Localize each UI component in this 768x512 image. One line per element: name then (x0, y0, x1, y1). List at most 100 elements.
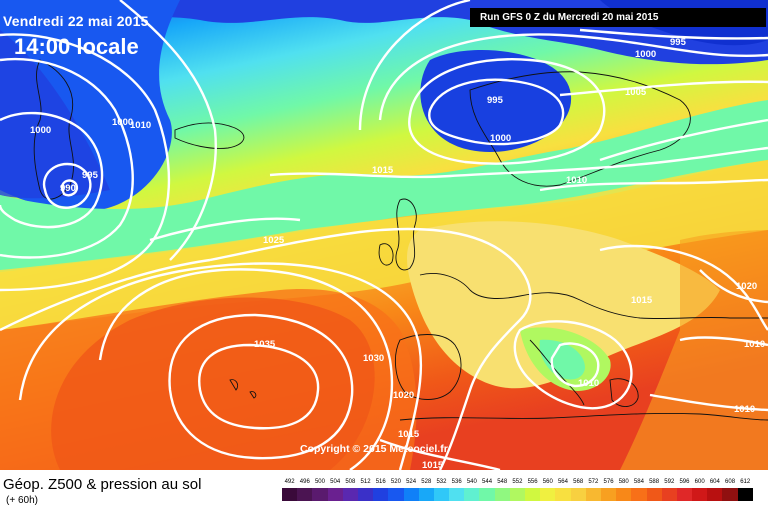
coast-europe-north (419, 273, 768, 320)
legend-swatch (388, 488, 404, 501)
legend-swatch (707, 488, 723, 501)
map-canvas: 1000 1000 1010 995 990 995 1000 1000 995… (0, 0, 768, 470)
legend-value: 580 (618, 479, 629, 485)
label-995-west: 995 (82, 170, 99, 181)
legend-value: 520 (390, 479, 401, 485)
legend-value: 528 (421, 479, 432, 485)
legend-swatch (297, 488, 313, 501)
label-1015-central: 1015 (631, 295, 653, 306)
label-1020-sw: 1020 (393, 390, 414, 401)
isobar-1015-bottom (379, 438, 501, 470)
isobar-1005-ne (599, 118, 768, 162)
legend-value: 532 (436, 479, 447, 485)
coast-ireland (378, 243, 394, 266)
label-1010-west: 1010 (130, 120, 151, 131)
legend-swatch (661, 488, 677, 501)
coast-greece (609, 378, 639, 407)
isobar-1000-north (408, 58, 606, 165)
legend-swatch (646, 488, 662, 501)
legend-swatch (540, 488, 556, 501)
legend-value: 584 (633, 479, 644, 485)
legend-swatches (282, 488, 753, 501)
isobar-labels: 1000 1000 1010 995 990 995 1000 1000 995… (30, 37, 765, 470)
coast-iceland (174, 122, 245, 149)
legend-swatch (585, 488, 601, 501)
legend-swatch (479, 488, 495, 501)
label-1000-ne: 1000 (635, 49, 656, 60)
isobar-1015-east (599, 244, 768, 331)
legend-swatch (464, 488, 480, 501)
isobar-1025-sw (98, 268, 394, 470)
isobar-1015-italy (513, 320, 633, 410)
legend-value: 496 (299, 479, 310, 485)
label-1010-east: 1010 (566, 175, 587, 186)
legend-value: 576 (603, 479, 614, 485)
legend-swatch (525, 488, 541, 501)
legend-value: 544 (482, 479, 493, 485)
coastlines (33, 59, 768, 421)
legend-swatch (555, 488, 571, 501)
coast-iberia (394, 334, 462, 400)
model-run-label: Run GFS 0 Z du Mercredi 20 mai 2015 (470, 8, 766, 27)
isobar-1015-central (209, 227, 532, 470)
legend-value: 512 (360, 479, 371, 485)
legend-value: 504 (330, 479, 341, 485)
coast-azores (229, 379, 257, 399)
legend-value: 560 (542, 479, 553, 485)
copyright: Copyright © 2015 Meteociel.fr (300, 443, 448, 455)
isobar-1010-east (539, 178, 768, 192)
legend-swatch (327, 488, 343, 501)
label-1030: 1030 (363, 353, 384, 364)
map-title: Géop. Z500 & pression au sol (3, 476, 202, 493)
label-995-ne: 995 (670, 37, 687, 48)
legend-swatch (692, 488, 708, 501)
label-1010-italy: 1010 (578, 378, 599, 389)
isobar-1010-italy (550, 342, 600, 388)
isobar-1020-east (699, 269, 768, 304)
label-1000-west: 1000 (30, 125, 51, 136)
legend-swatch (494, 488, 510, 501)
forecast-lead-time: (+ 60h) (6, 495, 38, 506)
legend-values: 492 496 500 504 508 512 516 520 524 528 532 536 540 5… (282, 478, 753, 487)
legend-value: 572 (588, 479, 599, 485)
label-1005-ne: 1005 (625, 87, 647, 98)
isobar-1010-north (358, 0, 471, 131)
legend-value: 552 (512, 479, 523, 485)
legend-value: 600 (694, 479, 705, 485)
isobar-995-north (428, 78, 565, 146)
z500-field-pale-europe (407, 221, 720, 389)
z500-field-cutoff-low (539, 339, 585, 380)
legend-value: 608 (725, 479, 736, 485)
legend-swatch (449, 488, 465, 501)
legend-value: 592 (664, 479, 675, 485)
z500-field-orange-east (620, 230, 768, 470)
legend-swatch (509, 488, 525, 501)
isobar-1010-se (649, 393, 768, 412)
legend-swatch (616, 488, 632, 501)
legend-value: 508 (345, 479, 356, 485)
isobar-1000-west (0, 111, 104, 229)
legend-value: 536 (451, 479, 462, 485)
label-1025-west: 1025 (263, 235, 285, 246)
legend-swatch (676, 488, 693, 501)
legend-swatch (342, 488, 358, 501)
label-1015-sw: 1015 (398, 429, 420, 440)
legend-value: 548 (497, 479, 508, 485)
isobar-1000-ne (559, 80, 768, 97)
forecast-date: Vendredi 22 mai 2015 (3, 13, 149, 29)
legend-value: 564 (557, 479, 568, 485)
legend-swatch (312, 488, 328, 501)
legend-value: 612 (740, 479, 751, 485)
label-1015-bottom: 1015 (422, 460, 444, 470)
label-1010-east2: 1010 (744, 339, 765, 350)
legend-value: 540 (466, 479, 477, 485)
isobar-995-west (42, 162, 92, 209)
legend-swatch (433, 488, 450, 501)
legend-swatch (418, 488, 434, 501)
legend-swatch (722, 488, 738, 501)
coast-scandinavia (469, 71, 691, 187)
label-1010-se: 1010 (734, 404, 755, 415)
z500-field-red-ridge (51, 297, 375, 470)
legend-bar: Géop. Z500 & pression au sol (+ 60h) 492… (0, 470, 768, 512)
isobar-1010-west2 (119, 0, 217, 261)
